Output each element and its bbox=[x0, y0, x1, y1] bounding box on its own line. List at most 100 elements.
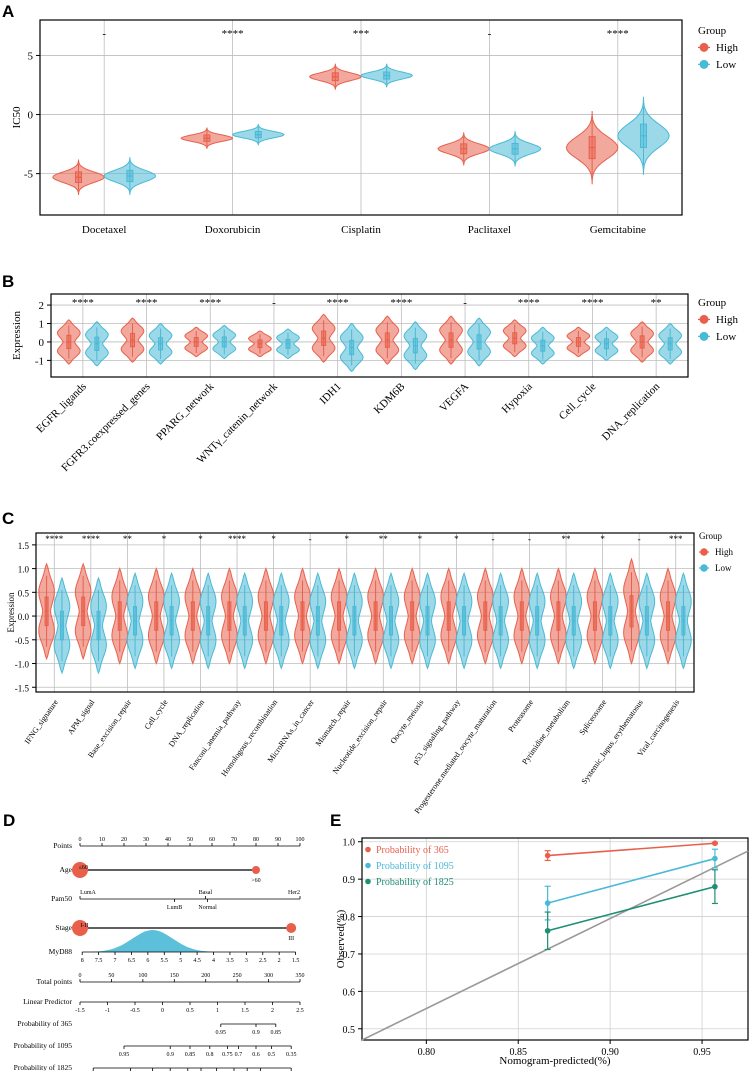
panel-label: B bbox=[2, 272, 14, 291]
category-label: PPARG_network bbox=[154, 380, 217, 443]
points-tick-label: 90 bbox=[275, 837, 281, 843]
significance-label: **** bbox=[45, 534, 64, 544]
y-tick-label: 1 bbox=[39, 319, 45, 331]
myd88-tick-label: 4.5 bbox=[193, 958, 201, 964]
row-label-linear-predictor: Linear Predictor bbox=[23, 997, 72, 1006]
y-tick-label: 1.5 bbox=[18, 541, 30, 551]
total-points-tick-label: 250 bbox=[233, 973, 242, 979]
points-tick-label: 20 bbox=[121, 837, 127, 843]
linear-predictor-tick-label: 1.5 bbox=[241, 1008, 249, 1014]
y-tick-label: -1.0 bbox=[15, 660, 30, 670]
category-label: Paclitaxel bbox=[468, 224, 511, 236]
legend-marker bbox=[365, 878, 371, 885]
significance-label: **** bbox=[136, 297, 158, 309]
points-tick-label: 30 bbox=[143, 837, 149, 843]
significance-label: **** bbox=[390, 297, 412, 309]
x-tick-label: 0.95 bbox=[693, 1047, 711, 1058]
series-point-0 bbox=[712, 840, 718, 847]
significance-label: - bbox=[272, 297, 276, 309]
significance-label: * bbox=[162, 534, 167, 544]
significance-label: - bbox=[638, 534, 641, 544]
panel-label: E bbox=[330, 811, 341, 830]
significance-label: *** bbox=[353, 28, 370, 40]
linear-predictor-tick-label: -1.5 bbox=[75, 1008, 85, 1014]
linear-predictor-tick-label: 0 bbox=[161, 1008, 164, 1014]
y-tick-label: -1.5 bbox=[15, 683, 30, 693]
points-tick-label: 10 bbox=[99, 837, 105, 843]
row-label-prob-1825: Probability of 1825 bbox=[14, 1063, 73, 1071]
significance-label: **** bbox=[518, 297, 540, 309]
significance-label: - bbox=[309, 534, 312, 544]
row-label-total-points: Total points bbox=[36, 977, 72, 986]
y-tick-label: 0.8 bbox=[343, 913, 356, 924]
significance-label: - bbox=[491, 534, 494, 544]
prob-1095-tick-label: 0.5 bbox=[268, 1052, 276, 1058]
age-marker-low bbox=[72, 862, 88, 878]
legend-label: High bbox=[716, 42, 739, 54]
prob-1095-tick-label: 0.8 bbox=[206, 1052, 214, 1058]
myd88-tick-label: 5 bbox=[179, 958, 182, 964]
legend-high-marker bbox=[699, 314, 709, 324]
row-label-prob-365: Probability of 365 bbox=[17, 1019, 72, 1028]
y-tick-label: 2 bbox=[39, 300, 45, 312]
category-label: Docetaxel bbox=[82, 224, 127, 236]
points-tick-label: 0 bbox=[79, 837, 82, 843]
y-tick-label: -5 bbox=[24, 169, 34, 181]
prob-1095-tick-label: 0.7 bbox=[235, 1052, 243, 1058]
y-tick-label: 0.9 bbox=[343, 875, 356, 886]
significance-label: *** bbox=[669, 534, 683, 544]
linear-predictor-tick-label: -0.5 bbox=[130, 1008, 140, 1014]
category-label: Cell_cycle bbox=[143, 698, 170, 732]
myd88-tick-label: 2 bbox=[278, 958, 281, 964]
row-label-points: Points bbox=[53, 841, 72, 850]
category-label: VEGFA bbox=[437, 381, 471, 415]
significance-label: * bbox=[344, 534, 349, 544]
category-label: Oocyte_meiosis bbox=[389, 698, 426, 745]
category-label: Doxorubicin bbox=[205, 224, 261, 236]
series-point-0 bbox=[544, 852, 551, 859]
prob-365-tick-label: 0.9 bbox=[252, 1030, 260, 1036]
significance-label: * bbox=[271, 534, 276, 544]
total-points-tick-label: 0 bbox=[79, 973, 82, 979]
linear-predictor-tick-label: 1 bbox=[216, 1008, 219, 1014]
myd88-tick-label: 3.5 bbox=[226, 958, 234, 964]
myd88-tick-label: 7.5 bbox=[95, 958, 103, 964]
significance-label: - bbox=[528, 534, 531, 544]
legend-high-marker bbox=[700, 548, 708, 556]
points-tick-label: 40 bbox=[165, 837, 171, 843]
pam50-level-top: Her2 bbox=[288, 890, 300, 896]
category-label: Spliceosome bbox=[577, 698, 608, 737]
legend-high-marker bbox=[699, 42, 709, 52]
significance-label: * bbox=[600, 534, 605, 544]
pam50-level-bottom: Normal bbox=[198, 905, 217, 911]
panel-e-calibration: E 0.80 0.85 0.90 0.95 1.0 0.9 0.8 0.7 0.6 0.5 Proba… bbox=[330, 811, 749, 1067]
significance-label: ** bbox=[562, 534, 572, 544]
total-points-tick-label: 150 bbox=[170, 973, 179, 979]
category-label: Systemic_lupus_erythematosus bbox=[580, 698, 645, 786]
row-label-pam50: Pam50 bbox=[51, 894, 72, 903]
significance-label: **** bbox=[607, 28, 629, 40]
category-label: Cell_cycle bbox=[557, 381, 599, 423]
legend-label: Probability of 1095 bbox=[376, 861, 454, 872]
category-label: Gemcitabine bbox=[590, 224, 646, 236]
series-point-1 bbox=[712, 855, 718, 862]
series-point-2 bbox=[544, 927, 551, 934]
series-line-2 bbox=[547, 885, 716, 932]
category-label: Progesterone.mediated_oocyte_maturation bbox=[413, 698, 499, 815]
significance-label: * bbox=[418, 534, 423, 544]
legend-label: Low bbox=[716, 59, 736, 71]
category-label: Proteasome bbox=[506, 698, 535, 734]
linear-predictor-tick-label: 0.5 bbox=[186, 1008, 194, 1014]
y-axis-label: Observed(%) bbox=[335, 909, 347, 968]
category-label: IFNG_signature bbox=[23, 698, 60, 746]
plot-frame bbox=[35, 532, 695, 693]
points-tick-label: 100 bbox=[296, 837, 305, 843]
points-tick-label: 50 bbox=[187, 837, 193, 843]
legend-title: Group bbox=[698, 25, 727, 37]
significance-label: * bbox=[198, 534, 203, 544]
plot-frame bbox=[39, 19, 683, 216]
category-label: APM_signal bbox=[66, 697, 97, 736]
significance-label: - bbox=[488, 28, 492, 40]
